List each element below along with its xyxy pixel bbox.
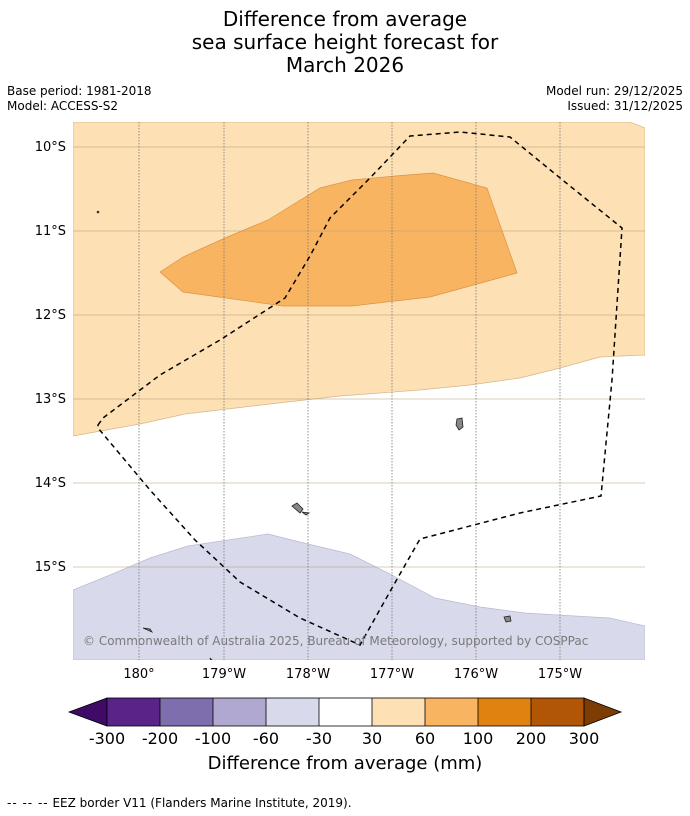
colorbar-label: 200 (515, 729, 547, 748)
lon-label: 180° (123, 667, 154, 682)
colorbar-label: 300 (568, 729, 600, 748)
lon-label: 176°W (454, 667, 498, 682)
base-period: Base period: 1981-2018 (7, 84, 152, 98)
issued-date: Issued: 31/12/2025 (567, 99, 683, 113)
colorbar-segment (213, 698, 266, 726)
colorbar-segment (425, 698, 478, 726)
colorbar-label: -100 (194, 729, 232, 748)
copyright-notice: © Commonwealth of Australia 2025, Bureau… (83, 634, 588, 648)
eez-border (97, 131, 623, 646)
meta-left: Base period: 1981-2018 Model: ACCESS-S2 (7, 84, 152, 114)
title-line-1: Difference from average (222, 7, 468, 31)
colorbar-dividers (159, 698, 532, 726)
lon-label: 175°W (538, 667, 582, 682)
colorbar (67, 697, 623, 727)
island-central-small (301, 511, 311, 516)
colorbar-label: -60 (252, 729, 280, 748)
lat-label: 13°S (35, 392, 66, 407)
longitude-gridlines (138, 122, 561, 660)
lat-label: 15°S (35, 560, 66, 575)
model-name: Model: ACCESS-S2 (7, 99, 119, 113)
latitude-gridlines (73, 146, 645, 568)
island-central (291, 502, 304, 514)
colorbar-segment (266, 698, 319, 726)
eez-legend-label: EEZ border V11 (Flanders Marine Institut… (52, 796, 352, 810)
lat-label: 14°S (35, 476, 66, 491)
lon-label: 178°W (286, 667, 330, 682)
lon-label: 177°W (370, 667, 414, 682)
colorbar-segment (372, 698, 425, 726)
island-southeast (503, 615, 512, 623)
map-area: © Commonwealth of Australia 2025, Bureau… (73, 122, 645, 660)
colorbar-label: -200 (141, 729, 179, 748)
lon-label: 179°W (202, 667, 246, 682)
island-southwest (142, 627, 154, 633)
colorbar-label: -300 (88, 729, 126, 748)
latitude-labels: 10°S 11°S 12°S 13°S 14°S 15°S (35, 140, 66, 575)
islands (96, 210, 512, 660)
eez-legend-dash: -- -- -- (7, 796, 49, 810)
longitude-labels: 180° 179°W 178°W 177°W 176°W 175°W (123, 667, 582, 682)
colorbar-label: 60 (414, 729, 436, 748)
lat-label: 11°S (35, 224, 66, 239)
colorbar-segment (478, 698, 531, 726)
positive-60-100-region (159, 172, 518, 307)
colorbar-outline (106, 697, 585, 727)
colorbar-segment (107, 698, 160, 726)
colorbar-segment (319, 698, 372, 726)
model-run: Model run: 29/12/2025 (545, 84, 683, 98)
island-south (209, 657, 213, 660)
island-east (455, 417, 464, 431)
title-line-2: sea surface height forecast for (191, 30, 499, 54)
colorbar-label: 30 (361, 729, 383, 748)
colorbar-segment (160, 698, 213, 726)
island-northwest (96, 210, 100, 214)
colorbar-extend-high (583, 697, 623, 727)
meta-right: Model run: 29/12/2025 Issued: 31/12/2025 (546, 84, 683, 114)
lat-label: 12°S (35, 308, 66, 323)
colorbar-title: Difference from average (mm) (207, 753, 483, 774)
colorbar-label: 100 (462, 729, 494, 748)
eez-legend: -- -- -- EEZ border V11 (Flanders Marine… (7, 796, 352, 810)
colorbar-label: -30 (305, 729, 333, 748)
lat-label: 10°S (35, 140, 66, 155)
title-line-3: March 2026 (285, 53, 405, 77)
chart-title: Difference from average sea surface heig… (0, 8, 690, 77)
colorbar-segment (531, 698, 584, 726)
negative-30-60-region (73, 533, 645, 660)
colorbar-extend-low (67, 697, 108, 727)
